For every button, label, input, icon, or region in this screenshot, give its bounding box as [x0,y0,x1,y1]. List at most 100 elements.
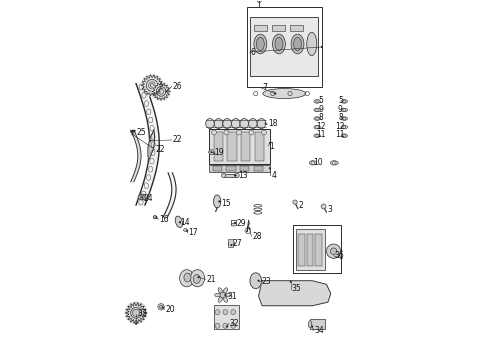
Circle shape [179,221,181,223]
Ellipse shape [294,37,301,51]
Polygon shape [214,195,220,208]
Circle shape [209,150,214,155]
Bar [307,234,313,266]
Circle shape [341,257,343,260]
Polygon shape [136,84,159,205]
Circle shape [211,130,217,135]
Bar [250,18,318,76]
Circle shape [262,130,267,135]
Polygon shape [125,302,147,324]
Ellipse shape [272,34,285,54]
Ellipse shape [224,293,231,297]
Bar [272,24,285,31]
Circle shape [149,140,151,142]
Text: 26: 26 [173,82,182,91]
Text: 15: 15 [221,199,231,208]
Text: 29: 29 [237,219,246,228]
Ellipse shape [263,89,306,99]
Text: 36: 36 [334,251,344,260]
Text: 5: 5 [338,96,343,105]
Polygon shape [148,130,155,160]
Polygon shape [259,281,331,306]
Bar [247,7,322,87]
Text: 6: 6 [250,48,255,57]
Text: 19: 19 [214,148,224,157]
Text: 13: 13 [238,171,247,180]
Circle shape [220,292,226,298]
Bar [296,229,325,270]
Circle shape [231,310,236,315]
Circle shape [235,173,239,177]
Circle shape [224,294,226,296]
Ellipse shape [275,37,283,51]
Text: 4: 4 [271,171,276,180]
Bar [298,234,305,266]
Bar [310,319,325,329]
Polygon shape [142,75,163,96]
Circle shape [249,130,254,135]
Ellipse shape [218,296,222,302]
Text: 1: 1 [270,141,274,150]
Ellipse shape [193,274,200,283]
Text: 16: 16 [159,215,169,224]
Circle shape [226,325,228,328]
Polygon shape [131,130,141,182]
Ellipse shape [184,229,187,231]
Circle shape [234,174,236,176]
Ellipse shape [257,118,266,129]
Circle shape [162,306,164,309]
Text: 24: 24 [143,194,153,203]
Circle shape [223,310,228,315]
Circle shape [210,151,213,153]
Polygon shape [163,173,176,217]
Bar [228,239,233,247]
Circle shape [131,130,134,132]
Ellipse shape [341,108,347,112]
Ellipse shape [256,37,264,51]
Text: 12: 12 [317,122,326,131]
Bar [293,225,342,273]
Text: 11: 11 [336,130,345,139]
Circle shape [218,201,220,203]
Text: 20: 20 [165,305,175,314]
Circle shape [197,276,199,278]
Text: 23: 23 [262,277,271,286]
Text: 25: 25 [136,129,146,138]
Circle shape [311,325,313,328]
Ellipse shape [215,293,221,297]
Bar [213,166,222,171]
Text: 9: 9 [318,105,323,114]
Ellipse shape [314,134,320,138]
Bar [214,305,239,329]
Circle shape [186,230,188,232]
Text: 8: 8 [318,113,323,122]
Bar [209,129,270,164]
Circle shape [141,196,143,198]
Text: 34: 34 [315,326,324,335]
Circle shape [290,281,292,283]
Bar [254,24,267,31]
Ellipse shape [291,34,304,54]
Circle shape [269,142,271,144]
Bar [255,132,264,161]
Text: 8: 8 [338,113,343,122]
Ellipse shape [206,118,214,129]
Text: 21: 21 [207,275,216,284]
Circle shape [248,227,250,229]
Text: 3: 3 [327,205,332,214]
Text: 32: 32 [230,319,239,328]
Text: 22: 22 [156,145,165,154]
Text: 9: 9 [338,105,343,114]
Ellipse shape [307,32,317,55]
Circle shape [148,82,156,89]
Text: 2: 2 [298,201,303,210]
Ellipse shape [223,118,231,129]
Ellipse shape [231,223,237,226]
Ellipse shape [248,118,257,129]
Text: 18: 18 [268,119,277,128]
Bar [253,166,263,171]
Bar [290,24,302,31]
Bar [241,132,250,161]
Text: 22: 22 [172,135,182,144]
Circle shape [321,46,323,48]
